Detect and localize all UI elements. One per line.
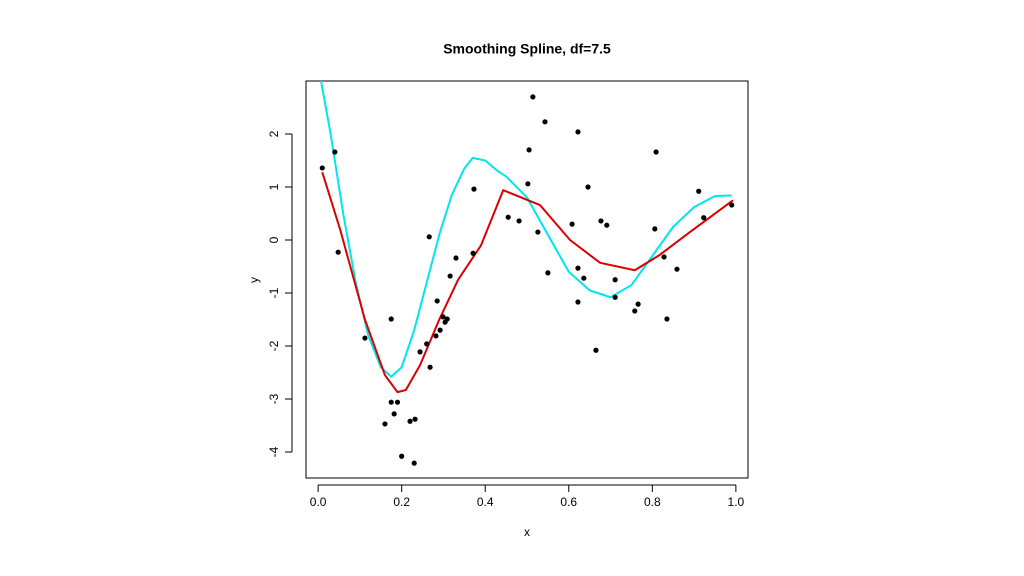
data-point: [526, 147, 532, 153]
data-point: [388, 399, 394, 405]
data-point: [411, 460, 417, 466]
data-point: [569, 221, 575, 227]
data-point: [444, 316, 450, 322]
x-tick-label: 0.8: [644, 495, 661, 509]
data-point: [424, 341, 430, 347]
data-point: [362, 335, 368, 341]
data-point: [664, 316, 670, 322]
y-tick-label: 0: [267, 236, 281, 243]
x-tick-label: 0.2: [393, 495, 410, 509]
plot-area: [319, 81, 735, 466]
data-point: [653, 149, 659, 155]
y-tick-label: -3: [267, 393, 281, 404]
data-point: [632, 308, 638, 314]
data-point: [394, 399, 401, 405]
y-tick-label: -2: [267, 340, 281, 351]
y-tick-label: -4: [267, 446, 281, 457]
x-tick-label: 0.0: [310, 495, 327, 509]
data-point: [407, 418, 413, 424]
data-point: [612, 294, 618, 300]
data-point: [388, 316, 394, 322]
data-point: [453, 255, 459, 261]
plot-box: [305, 80, 749, 479]
data-point: [426, 234, 432, 240]
data-point: [382, 421, 388, 427]
y-tick-label: 2: [267, 130, 281, 137]
data-point: [604, 222, 610, 228]
data-point: [652, 226, 658, 232]
data-point: [535, 229, 541, 235]
data-point: [332, 149, 338, 155]
x-tick-label: 0.6: [560, 495, 577, 509]
data-point: [575, 129, 581, 135]
chart-title: Smoothing Spline, df=7.5: [443, 41, 611, 57]
data-point: [545, 270, 551, 276]
data-point: [593, 347, 599, 353]
data-point: [505, 214, 511, 220]
y-tick-label: 1: [267, 183, 281, 190]
data-point: [440, 314, 446, 320]
data-point: [447, 273, 453, 279]
y-axis-label: y: [247, 277, 261, 283]
data-point: [471, 186, 477, 192]
data-point: [696, 188, 702, 194]
data-point: [581, 275, 587, 281]
data-point: [674, 266, 680, 272]
data-point: [335, 249, 341, 255]
data-point: [542, 119, 548, 125]
data-point: [399, 453, 405, 459]
x-axis-label: x: [524, 525, 530, 539]
data-point: [530, 94, 536, 100]
data-point: [437, 327, 443, 333]
data-point: [612, 277, 618, 283]
data-point: [585, 184, 591, 190]
data-point: [433, 333, 439, 339]
fit-line: [319, 81, 732, 378]
x-tick-label: 0.4: [477, 495, 494, 509]
data-point: [470, 250, 476, 256]
data-point: [417, 349, 423, 355]
fit-line: [321, 171, 734, 394]
data-point: [427, 364, 433, 370]
data-point: [661, 254, 667, 260]
data-point: [701, 215, 707, 221]
data-point: [635, 301, 641, 307]
x-tick-label: 1.0: [728, 495, 745, 509]
data-point: [412, 416, 418, 422]
data-point: [434, 298, 440, 304]
data-point: [525, 181, 531, 187]
data-point: [729, 202, 735, 208]
data-point: [319, 165, 325, 171]
y-tick-label: -1: [267, 287, 281, 298]
data-point: [516, 218, 522, 224]
data-point: [575, 265, 581, 271]
data-point: [391, 411, 397, 417]
data-point: [598, 218, 604, 224]
data-point: [575, 299, 581, 305]
